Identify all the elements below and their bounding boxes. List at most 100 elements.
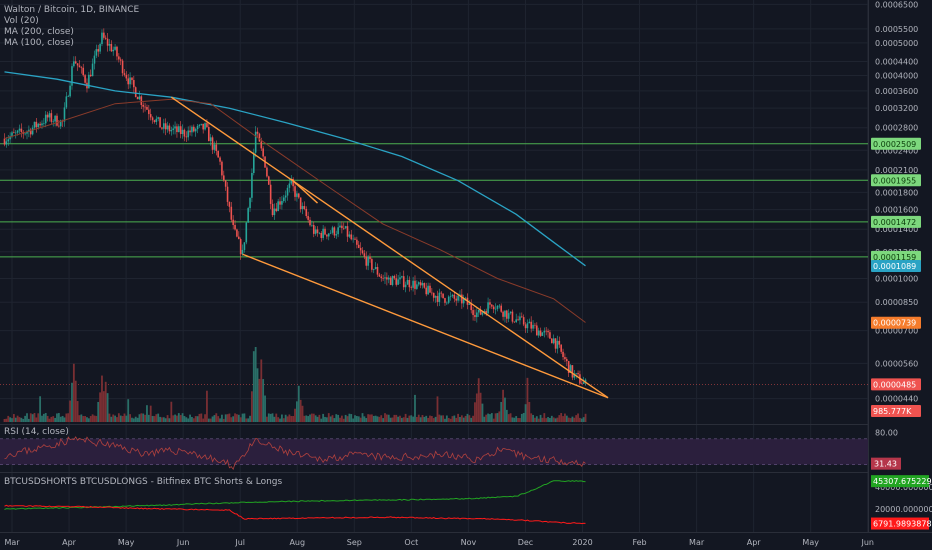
candle-body [344, 226, 347, 229]
volume-bar [42, 413, 45, 422]
legend-volume[interactable]: Vol (20) [4, 16, 39, 26]
candle-body [434, 296, 437, 298]
volume-bar [552, 417, 555, 422]
volume-bar [573, 417, 576, 422]
trendline[interactable] [290, 178, 318, 204]
volume-bar [209, 418, 212, 422]
candle-body [502, 311, 504, 317]
volume-bar [27, 418, 30, 422]
time-axis[interactable]: Mar Apr May Jun Jul Aug Sep Oct Nov Dec 2020 Feb Mar… [4, 538, 874, 547]
volume-bar [498, 411, 501, 422]
volume-bar [367, 414, 370, 422]
level-tag-label: 0.0001955 [873, 176, 916, 185]
candle-body [200, 123, 203, 125]
volume-bar [187, 418, 190, 422]
volume-bar [339, 417, 341, 422]
candle-body [528, 321, 531, 324]
candle-body [331, 227, 334, 233]
candle-body [431, 292, 433, 294]
candle-body [193, 126, 195, 132]
candle-body [376, 267, 379, 275]
candle-body [487, 302, 489, 314]
volume-bar [344, 414, 347, 422]
volume-bar [329, 416, 332, 422]
price-tick-label: 0.0005500 [875, 25, 918, 34]
volume-bar [16, 415, 19, 422]
candle-body [537, 330, 540, 336]
candle-body [301, 206, 304, 210]
volume-bar [179, 415, 182, 422]
candle-body [461, 294, 463, 304]
volume-bar [275, 413, 278, 422]
candle-body [361, 250, 364, 254]
volume-bar [269, 413, 272, 422]
time-tick-label: Dec [518, 538, 533, 547]
volume-bar [483, 416, 486, 422]
volume-bar [41, 415, 43, 422]
volume-bar [114, 415, 116, 422]
legend-rsi[interactable]: RSI (14, close) [4, 427, 69, 437]
candle-body [78, 65, 81, 68]
trendline[interactable] [242, 253, 609, 399]
volume-bar [149, 405, 152, 422]
rsi-last-tag [871, 457, 901, 470]
candle-body [41, 123, 43, 126]
candle-body [46, 114, 49, 118]
volume-bar [243, 413, 246, 422]
candle-body [149, 114, 152, 118]
volume-bar [168, 418, 171, 422]
volume-bar [254, 347, 257, 422]
candle-body [71, 66, 73, 86]
candle-body [297, 193, 300, 198]
volume-bar [95, 415, 98, 422]
candle-body [552, 338, 555, 344]
candle-body [401, 276, 403, 278]
volume-bar [337, 414, 340, 422]
candle-body [506, 310, 508, 319]
candle-body [69, 85, 71, 97]
trendline[interactable] [170, 96, 609, 399]
candle-body [352, 238, 354, 240]
volume-bar [102, 391, 105, 422]
volume-bar [31, 414, 34, 422]
candle-body [142, 104, 145, 107]
volume-bar [91, 414, 94, 422]
volume-bar [564, 413, 566, 422]
volume-bar [535, 416, 538, 422]
candle-body [305, 208, 308, 217]
volume-bar [207, 418, 210, 422]
volume-bar [138, 414, 141, 422]
legend-ma200[interactable]: MA (200, close) [4, 27, 74, 37]
price-candles[interactable] [3, 28, 587, 386]
volume-bar [33, 413, 36, 422]
candle-body [382, 277, 384, 279]
price-axis[interactable]: 0.0006500 0.0005500 0.0005000 0.0004400 0.00… [875, 0, 918, 403]
volume-bar [511, 417, 514, 422]
legend-shorts-longs[interactable]: BTCUSDSHORTS BTCUSDLONGS - Bitfinex BTC … [4, 477, 283, 487]
volume-bar [312, 413, 315, 422]
candle-body [511, 311, 514, 322]
volume-bar [20, 417, 23, 422]
trendlines[interactable] [170, 96, 609, 399]
volume-bar [93, 415, 96, 422]
volume-bar [541, 417, 544, 422]
volume-bar [517, 417, 519, 422]
candle-body [164, 123, 167, 130]
volume-bar [232, 416, 235, 422]
candle-body [258, 133, 261, 142]
series-last-label: 45307.6752293 [873, 477, 932, 486]
legend-ma100[interactable]: MA (100, close) [4, 38, 74, 48]
candle-body [346, 226, 349, 237]
volume-bar [477, 378, 480, 422]
time-tick-label: Nov [461, 538, 477, 547]
price-tag [871, 259, 921, 272]
volume-bar [110, 416, 113, 422]
moving-averages [4, 71, 586, 323]
candle-body [556, 340, 559, 349]
candle-body [50, 113, 53, 122]
candle-body [37, 123, 40, 128]
volume-bar [57, 413, 60, 422]
candle-body [429, 285, 431, 293]
volume-bar [402, 417, 405, 422]
